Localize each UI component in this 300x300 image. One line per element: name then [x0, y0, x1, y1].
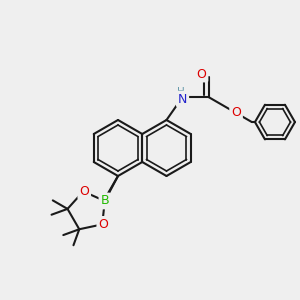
Text: N: N [178, 93, 187, 106]
Text: O: O [98, 218, 108, 231]
Text: O: O [196, 68, 206, 81]
Text: B: B [100, 194, 109, 208]
Text: O: O [79, 185, 89, 198]
Text: O: O [231, 106, 241, 118]
Text: H: H [177, 87, 184, 97]
